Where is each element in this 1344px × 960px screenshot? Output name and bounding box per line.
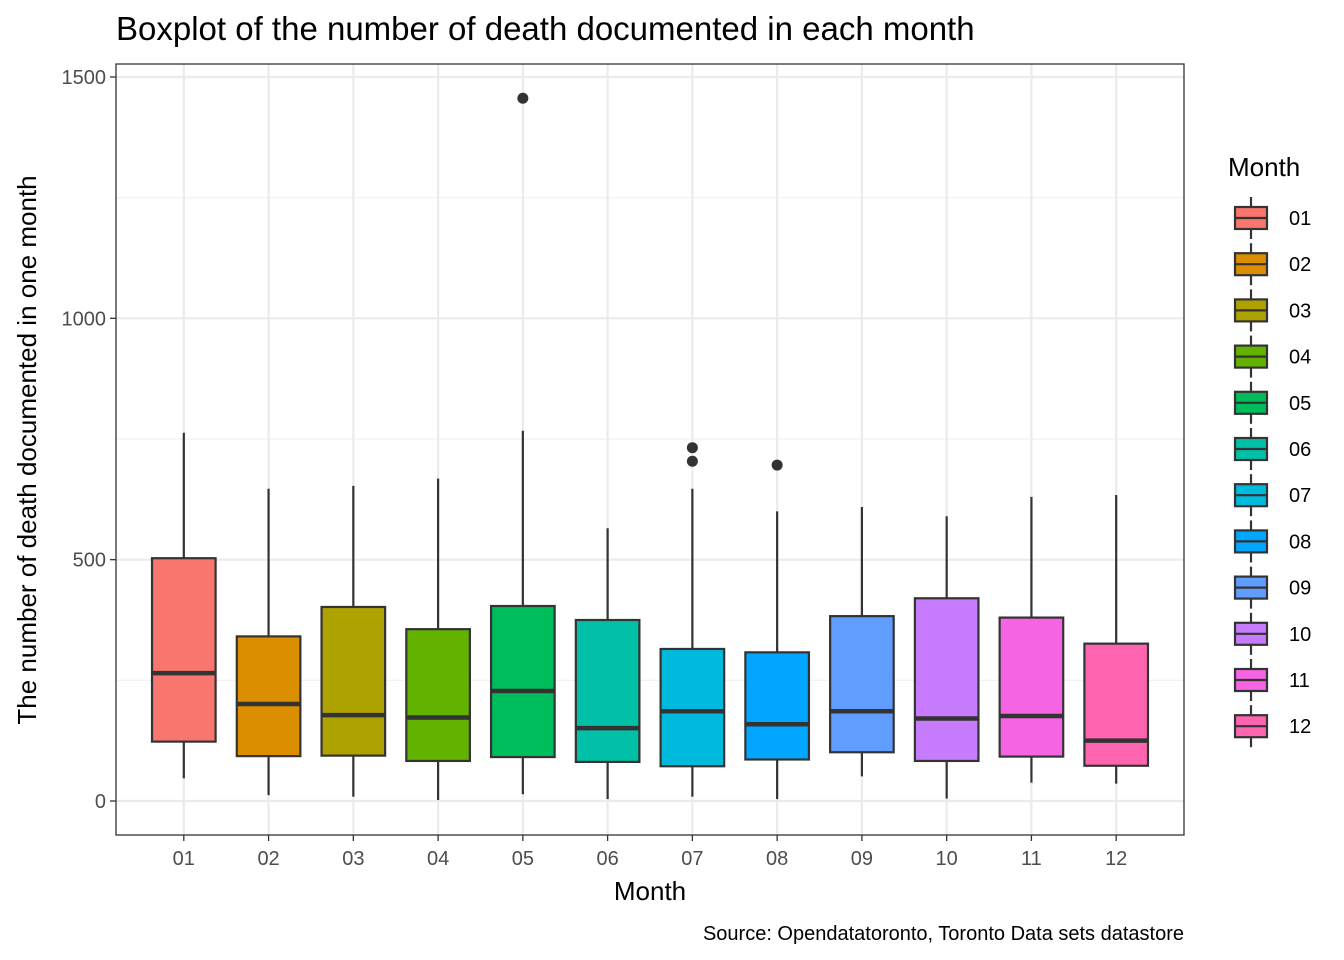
legend-item-09: 09 [1233,566,1311,609]
x-tick-label: 09 [851,848,873,870]
legend-label: 09 [1289,578,1311,600]
y-tick-label: 1000 [62,308,107,330]
legend-item-04: 04 [1233,335,1311,378]
legend-item-02: 02 [1233,243,1311,286]
x-tick-label: 03 [342,848,364,870]
box-month-01 [150,432,217,779]
legend-label: 04 [1289,347,1311,369]
box-iqr [744,651,811,761]
box-iqr [574,618,641,764]
box-month-09 [829,507,895,777]
box-iqr [405,628,471,763]
legend-item-07: 07 [1233,474,1311,517]
box-iqr [998,616,1065,758]
box-month-10 [913,516,980,799]
legend-item-05: 05 [1233,381,1311,424]
legend-label: 11 [1289,670,1310,692]
box-iqr [1083,642,1150,767]
x-tick-label: 06 [596,848,618,870]
outlier-point [517,92,529,104]
legend-label: 10 [1289,624,1311,646]
x-tick-label: 08 [766,848,788,870]
legend-label: 03 [1289,300,1311,322]
box-month-12 [1083,494,1150,784]
box-month-05 [489,92,556,795]
legend-label: 12 [1289,716,1311,738]
box-month-06 [574,528,641,800]
box-iqr [150,557,217,743]
x-tick-label: 11 [1021,848,1042,870]
legend-label: 07 [1289,485,1311,507]
box-iqr [659,647,726,768]
y-tick-label: 0 [95,791,106,813]
legend-item-06: 06 [1233,428,1311,470]
box-iqr [489,604,556,759]
x-tick-label: 10 [936,848,958,870]
box-month-07 [659,442,726,797]
x-tick-label: 07 [681,848,703,870]
x-tick-label: 02 [257,848,279,870]
chart-title: Boxplot of the number of death documente… [116,10,975,47]
y-tick-label: 500 [73,550,106,572]
legend-item-10: 10 [1233,612,1311,655]
x-axis: 01 02 03 04 05 06 07 08 09 10 11 12 [173,835,1127,870]
legend-item-12: 12 [1233,705,1311,748]
legend-item-11: 11 [1233,659,1310,701]
box-iqr [829,615,895,754]
x-tick-label: 05 [512,848,534,870]
box-month-02 [235,488,302,796]
outlier-point [686,455,698,467]
box-series [150,92,1150,801]
x-tick-label: 01 [173,848,195,870]
box-iqr [913,597,980,763]
legend-label: 06 [1289,439,1311,461]
box-month-11 [998,496,1065,783]
outlier-point [771,459,783,471]
chart-caption: Source: Opendatatoronto, Toronto Data se… [703,923,1184,945]
y-axis-title: The number of death documented in one mo… [12,175,42,724]
box-month-04 [405,478,471,801]
legend-label: 08 [1289,531,1311,553]
legend-item-08: 08 [1233,520,1311,563]
box-month-08 [744,459,811,800]
legend: Month 01 02 03 04 05 06 07 08 09 10 11 12 [1228,152,1311,748]
y-tick-label: 1500 [62,67,107,89]
legend-label: 05 [1289,393,1311,415]
legend-item-01: 01 [1233,197,1311,239]
legend-title: Month [1228,152,1300,182]
legend-label: 01 [1289,208,1311,230]
legend-item-03: 03 [1233,289,1311,332]
legend-label: 02 [1289,254,1311,276]
x-tick-label: 12 [1105,848,1127,870]
x-tick-label: 04 [427,848,449,870]
plot-border [115,63,1185,836]
x-axis-title: Month [614,876,686,906]
box-iqr [235,635,302,758]
outlier-point [686,442,698,454]
box-month-03 [320,485,387,797]
box-iqr [320,605,387,757]
y-axis: 0 500 1000 1500 [62,67,116,813]
